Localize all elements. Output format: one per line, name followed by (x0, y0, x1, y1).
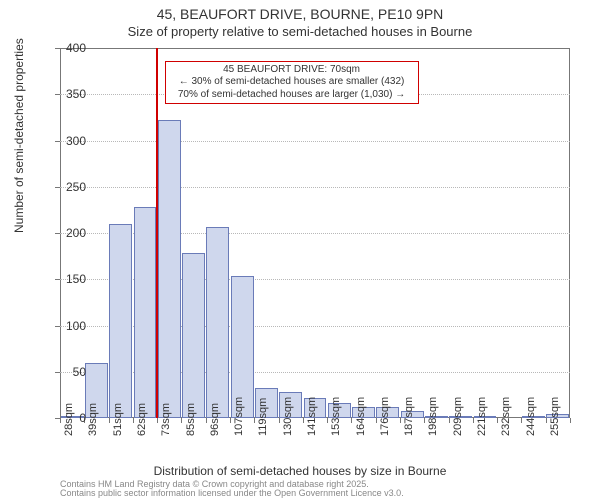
y-axis-label: Number of semi-detached properties (12, 38, 26, 233)
x-axis-label: Distribution of semi-detached houses by … (0, 464, 600, 478)
chart-title: 45, BEAUFORT DRIVE, BOURNE, PE10 9PN (0, 6, 600, 22)
gridline (60, 141, 570, 142)
x-tick-mark (424, 418, 425, 423)
x-tick-mark (473, 418, 474, 423)
x-tick-mark (400, 418, 401, 423)
y-tick-label: 150 (46, 272, 86, 286)
y-tick-label: 200 (46, 226, 86, 240)
histogram-bar (206, 227, 229, 418)
y-tick-label: 100 (46, 319, 86, 333)
chart-subtitle: Size of property relative to semi-detach… (0, 24, 600, 39)
x-tick-mark (351, 418, 352, 423)
y-tick-label: 350 (46, 87, 86, 101)
annotation-line: ← 30% of semi-detached houses are smalle… (170, 76, 414, 89)
x-tick-mark (133, 418, 134, 423)
x-tick-mark (230, 418, 231, 423)
histogram-bar (182, 253, 205, 418)
annotation-line: 70% of semi-detached houses are larger (… (170, 89, 414, 102)
x-tick-mark (376, 418, 377, 423)
x-tick-mark (157, 418, 158, 423)
x-tick-mark (521, 418, 522, 423)
x-tick-mark (327, 418, 328, 423)
annotation-line: 45 BEAUFORT DRIVE: 70sqm (170, 64, 414, 77)
annotation-box: 45 BEAUFORT DRIVE: 70sqm← 30% of semi-de… (165, 61, 419, 105)
x-tick-mark (303, 418, 304, 423)
y-tick-label: 250 (46, 180, 86, 194)
x-tick-mark (546, 418, 547, 423)
y-tick-label: 50 (46, 365, 86, 379)
histogram-bar (134, 207, 157, 418)
x-tick-mark (497, 418, 498, 423)
x-tick-mark (570, 418, 571, 423)
histogram-bar (109, 224, 132, 418)
reference-line (156, 48, 158, 418)
x-tick-mark (254, 418, 255, 423)
footer-attribution: Contains HM Land Registry data © Crown c… (60, 480, 404, 498)
histogram-plot: 45 BEAUFORT DRIVE: 70sqm← 30% of semi-de… (60, 48, 570, 418)
x-tick-mark (181, 418, 182, 423)
x-tick-mark (279, 418, 280, 423)
y-tick-label: 400 (46, 41, 86, 55)
x-tick-mark (449, 418, 450, 423)
y-tick-label: 300 (46, 134, 86, 148)
x-tick-mark (206, 418, 207, 423)
x-tick-mark (109, 418, 110, 423)
gridline (60, 187, 570, 188)
histogram-bar (158, 120, 181, 418)
